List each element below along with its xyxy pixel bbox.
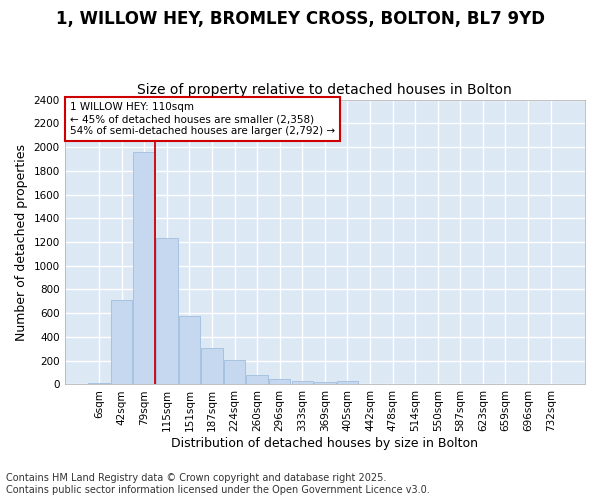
Text: 1, WILLOW HEY, BROMLEY CROSS, BOLTON, BL7 9YD: 1, WILLOW HEY, BROMLEY CROSS, BOLTON, BL… [56,10,545,28]
Bar [201,348,223,384]
X-axis label: Distribution of detached houses by size in Bolton: Distribution of detached houses by size … [172,437,478,450]
Bar [314,382,335,384]
Bar [111,300,133,384]
Bar [179,316,200,384]
Bar [133,152,155,384]
Bar [292,381,313,384]
Bar [88,383,110,384]
Bar [337,381,358,384]
Title: Size of property relative to detached houses in Bolton: Size of property relative to detached ho… [137,83,512,97]
Bar [247,375,268,384]
Text: Contains HM Land Registry data © Crown copyright and database right 2025.
Contai: Contains HM Land Registry data © Crown c… [6,474,430,495]
Y-axis label: Number of detached properties: Number of detached properties [15,144,28,340]
Bar [269,379,290,384]
Bar [156,238,178,384]
Bar [224,360,245,384]
Text: 1 WILLOW HEY: 110sqm
← 45% of detached houses are smaller (2,358)
54% of semi-de: 1 WILLOW HEY: 110sqm ← 45% of detached h… [70,102,335,136]
